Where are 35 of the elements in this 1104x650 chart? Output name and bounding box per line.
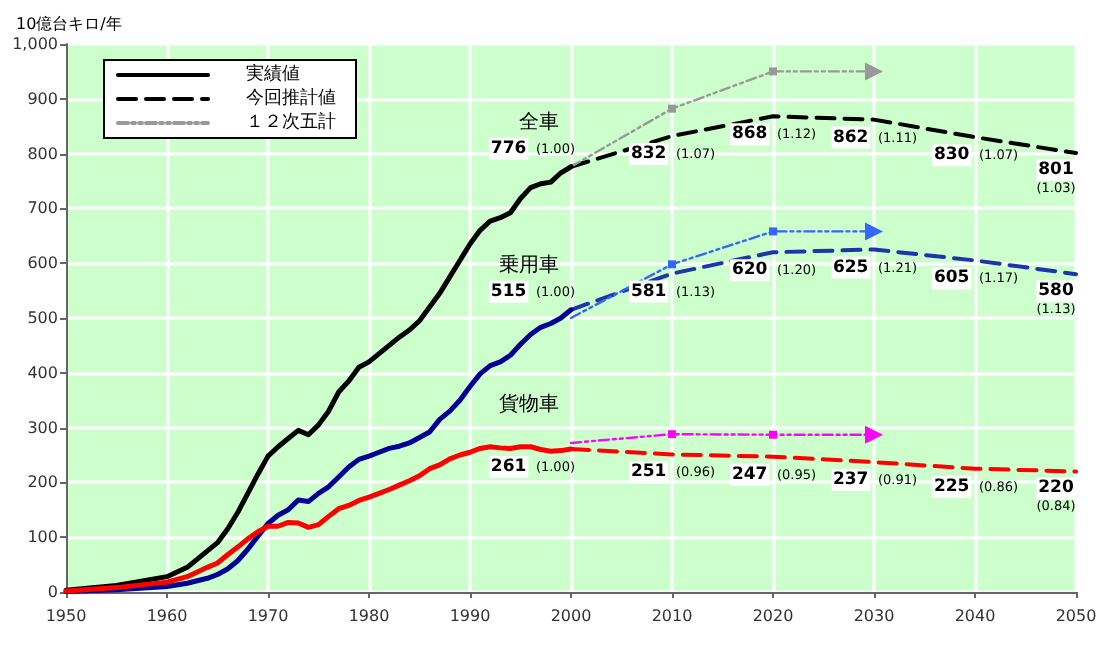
legend-label: 今回推計値 xyxy=(246,87,336,109)
y-tick-label: 1,000 xyxy=(12,35,58,53)
annotation: 乗用車 xyxy=(499,252,559,277)
y-tick-label: 900 xyxy=(27,89,58,108)
x-tick-label: 2030 xyxy=(853,607,895,625)
x-tick-label: 1990 xyxy=(449,607,491,625)
legend-label: 実績値 xyxy=(246,63,300,85)
x-tick-label: 2050 xyxy=(1055,607,1097,625)
y-tick-label: 500 xyxy=(27,309,58,327)
y-tick-label: 100 xyxy=(27,528,58,547)
y-tick-label: 400 xyxy=(27,363,58,382)
annotation: 貨物車 xyxy=(499,391,559,416)
point xyxy=(769,227,777,236)
point xyxy=(668,260,676,269)
point xyxy=(668,430,676,439)
point xyxy=(769,430,777,439)
annotation: 全車 xyxy=(519,109,559,134)
x-tick-label: 2020 xyxy=(752,607,794,625)
x-tick-label: 1970 xyxy=(247,607,289,625)
y-tick-label: 600 xyxy=(27,254,58,273)
y-tick-label: 300 xyxy=(27,418,58,437)
x-tick-label: 2000 xyxy=(550,607,592,625)
x-tick-label: 1950 xyxy=(45,607,87,625)
point xyxy=(668,104,676,113)
y-tick-label: 800 xyxy=(27,144,58,163)
x-tick-label: 2010 xyxy=(651,607,693,625)
x-tick-label: 1980 xyxy=(348,607,390,625)
legend-label: １２次五計 xyxy=(246,111,336,133)
x-tick-label: 1960 xyxy=(146,607,188,625)
point xyxy=(769,67,777,76)
y-tick-label: 700 xyxy=(27,199,58,218)
y-tick-label: 0 xyxy=(47,583,58,601)
y-tick-label: 200 xyxy=(27,473,58,492)
y-axis-title: 10億台キロ/年 xyxy=(16,15,122,33)
x-tick-label: 2040 xyxy=(954,607,996,625)
